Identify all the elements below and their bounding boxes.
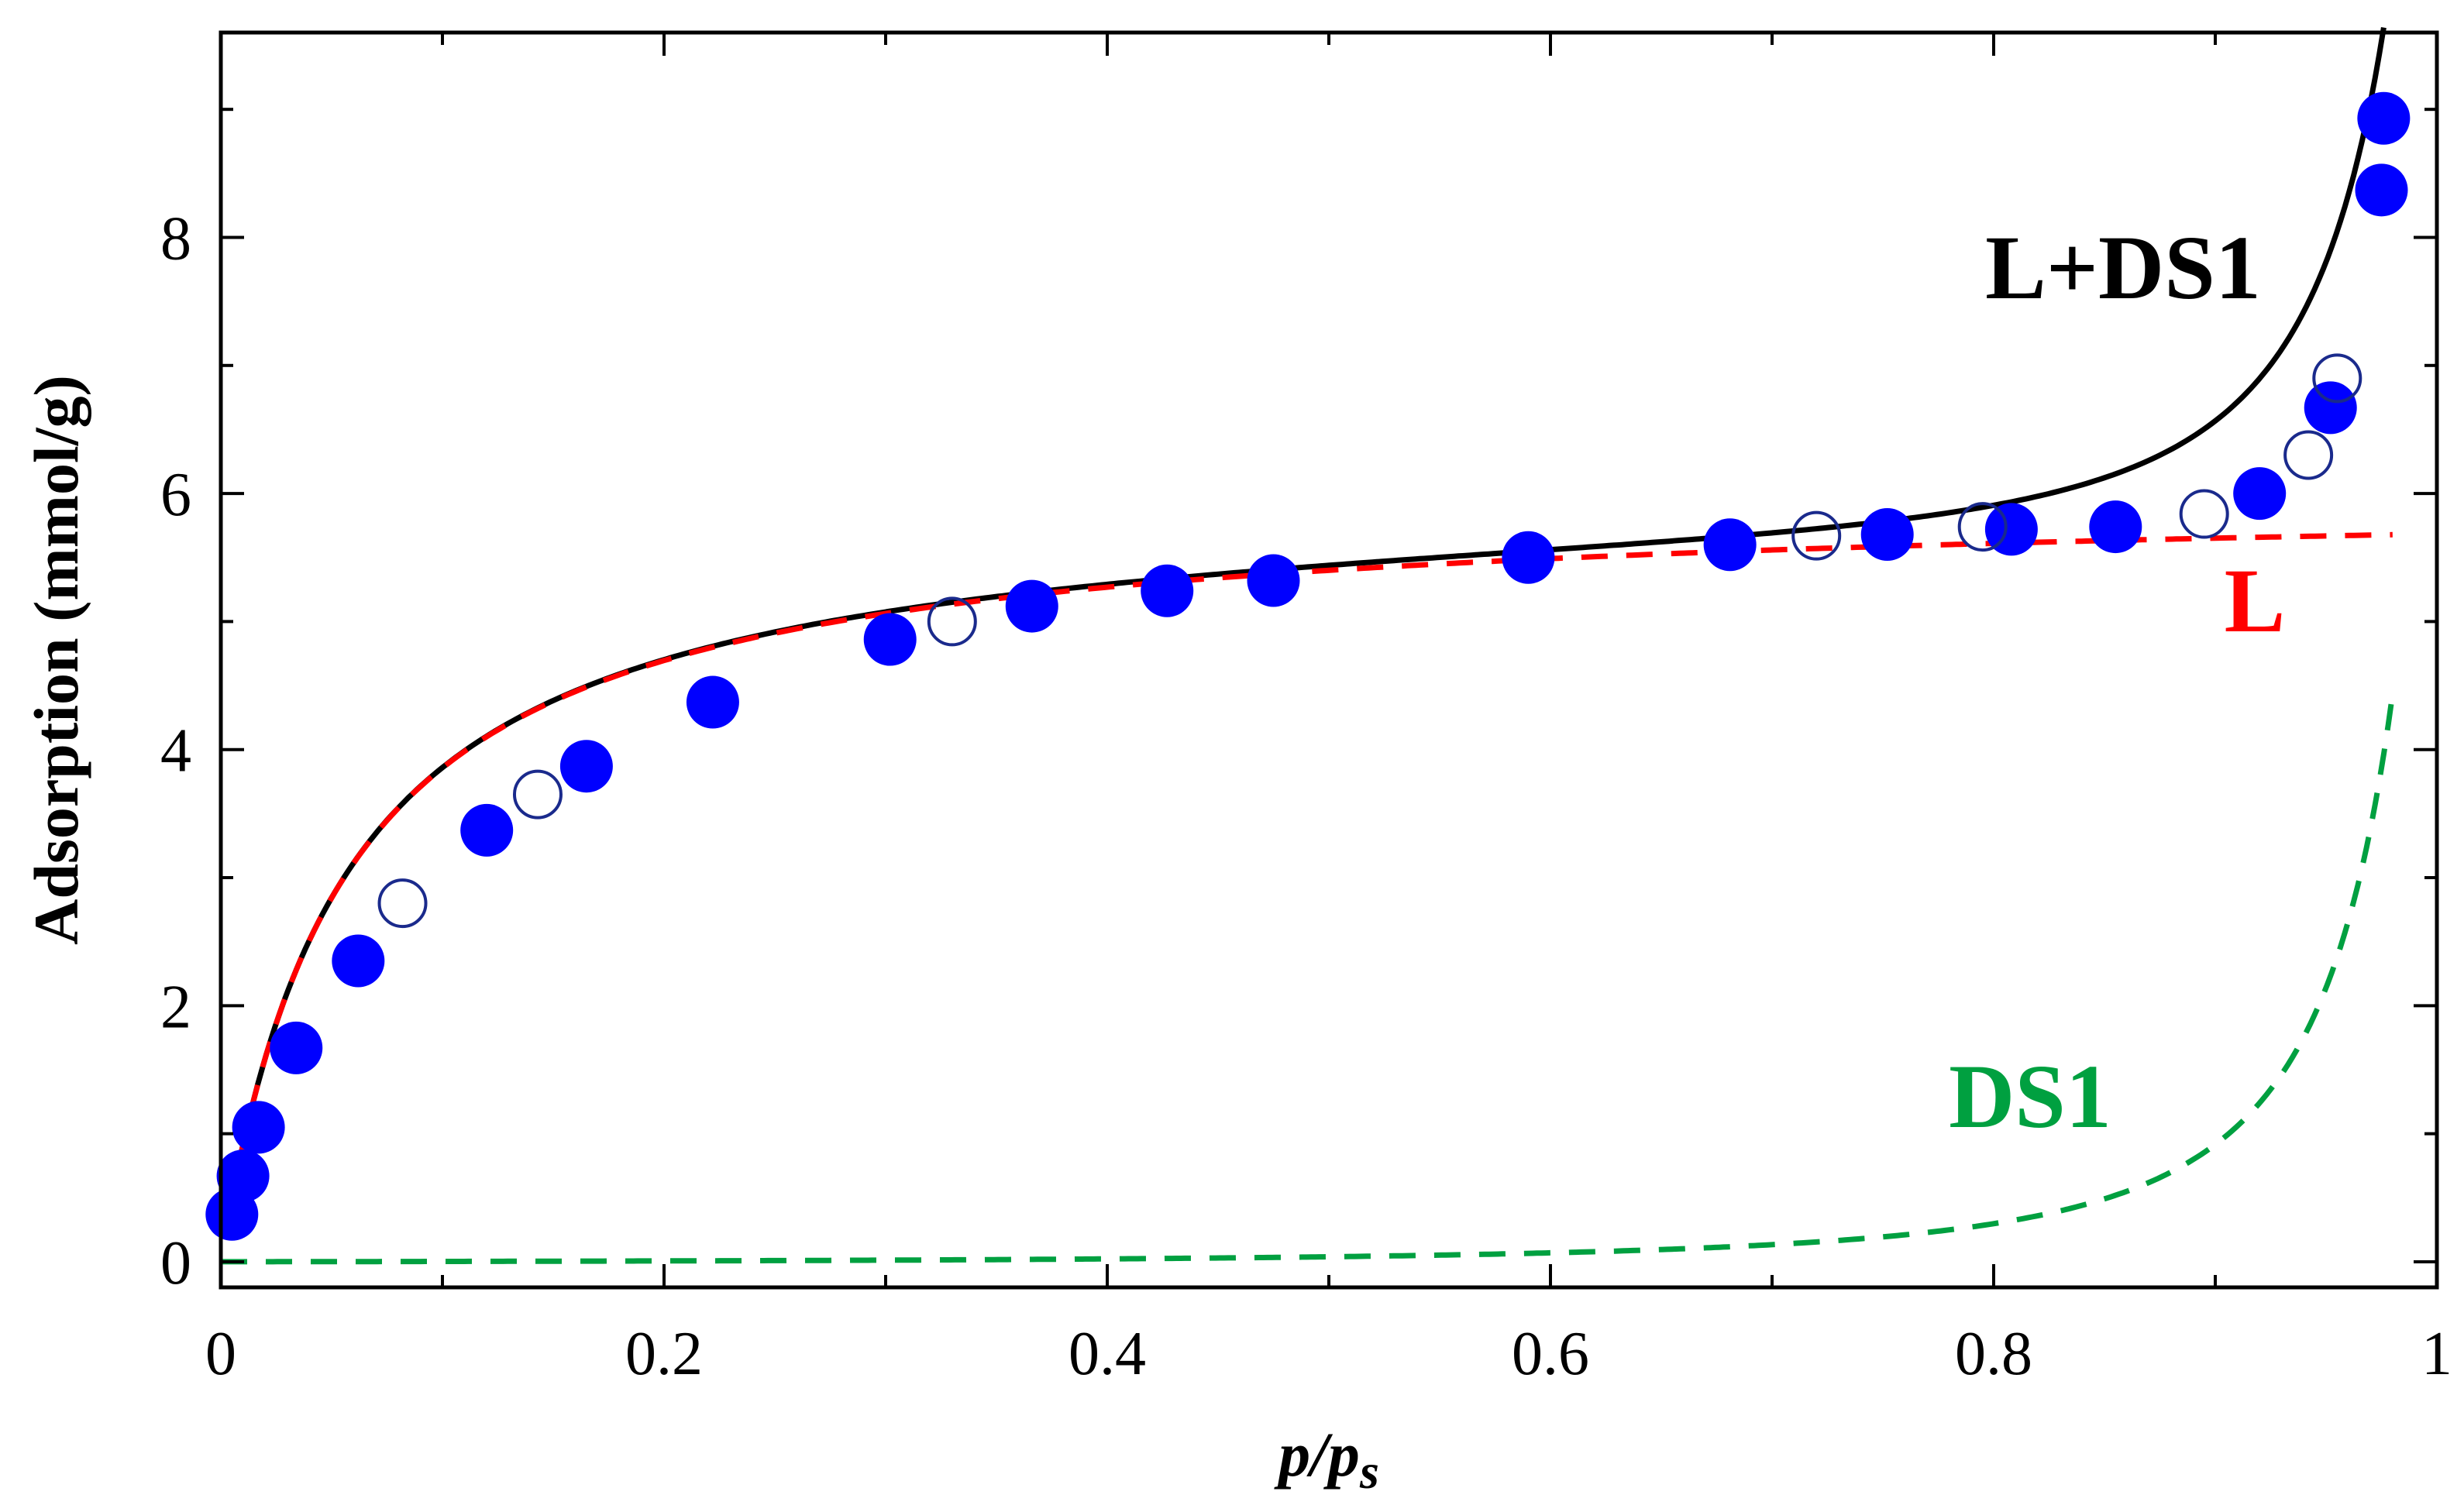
x-tick-label: 0.2	[625, 1320, 703, 1388]
adsorption-point	[1141, 564, 1194, 617]
adsorption-point	[270, 1021, 323, 1074]
x-tick-label: 1	[2421, 1320, 2452, 1388]
desorption-point	[927, 596, 977, 647]
y-axis-title: Adsorption (mmol/g)	[21, 375, 91, 945]
adsorption-point	[1005, 579, 1058, 633]
series-line-ds1	[221, 693, 2396, 1265]
series-line-l-ds1	[229, 27, 2387, 1199]
y-tick-label: 8	[160, 204, 191, 273]
desorption-point	[512, 769, 563, 820]
desorption-point	[1957, 502, 2008, 552]
adsorption-point	[460, 803, 514, 857]
series-label-l: L	[2225, 550, 2286, 651]
adsorption-point	[1703, 518, 1757, 572]
adsorption-point	[2355, 163, 2408, 217]
adsorption-point	[232, 1101, 285, 1154]
adsorption-point	[2233, 467, 2287, 521]
y-tick-label: 4	[160, 717, 191, 785]
adsorption-point	[1860, 508, 1914, 561]
adsorption-point	[1247, 554, 1300, 607]
desorption-point	[2283, 430, 2334, 480]
adsorption-point	[559, 740, 613, 793]
adsorption-point	[2089, 500, 2142, 554]
x-tick-label: 0.8	[1955, 1320, 2032, 1388]
adsorption-point	[1502, 531, 1555, 584]
desorption-point	[2179, 489, 2229, 539]
x-axis-title: p/ps	[1274, 1419, 1379, 1499]
x-tick-label: 0.4	[1069, 1320, 1146, 1388]
desorption-point	[2312, 353, 2362, 404]
series-label-l-ds1: L+DS1	[1985, 217, 2261, 318]
adsorption-point	[216, 1149, 270, 1203]
y-tick-label: 2	[160, 973, 191, 1041]
adsorption-point	[686, 675, 739, 729]
x-axis-title-subscript: s	[1359, 1444, 1379, 1499]
y-tick-label: 6	[160, 461, 191, 529]
y-tick-label: 0	[160, 1229, 191, 1297]
x-tick-label: 0	[205, 1320, 236, 1388]
adsorption-point	[863, 613, 917, 666]
adsorption-point	[2357, 91, 2411, 145]
x-tick-label: 0.6	[1512, 1320, 1589, 1388]
x-axis-title-main: p/p	[1274, 1419, 1360, 1490]
desorption-point	[377, 878, 428, 929]
adsorption-point	[2304, 381, 2357, 435]
adsorption-point	[332, 934, 385, 988]
series-label-ds1: DS1	[1949, 1046, 2111, 1147]
desorption-point	[1791, 510, 1842, 561]
